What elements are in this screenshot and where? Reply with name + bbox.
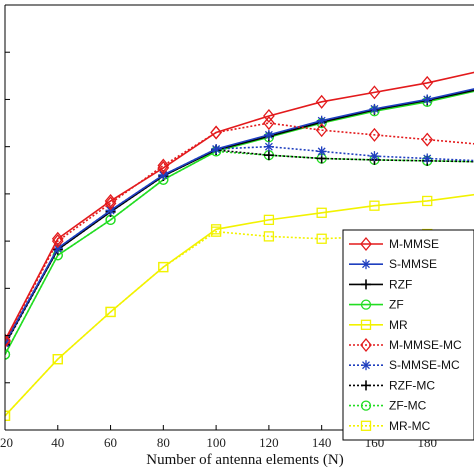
data-point — [51, 231, 64, 246]
data-point — [5, 334, 11, 349]
data-point — [316, 233, 327, 244]
data-point — [5, 349, 11, 360]
data-point — [360, 400, 372, 411]
legend-label: ZF-MC — [389, 399, 427, 413]
data-point — [211, 144, 222, 155]
legend-item: MR-MC — [349, 419, 431, 433]
data-point — [263, 108, 275, 123]
x-tick-label: 120 — [259, 435, 279, 450]
data-point — [104, 196, 117, 211]
data-point — [105, 205, 116, 216]
legend-item: RZF-MC — [349, 378, 435, 392]
legend-label: RZF — [389, 277, 412, 291]
data-point — [421, 75, 434, 90]
data-point — [104, 193, 117, 208]
x-axis-title: Number of antenna elements (N) — [146, 452, 343, 468]
data-point — [369, 103, 380, 114]
series-line — [5, 230, 474, 417]
data-point — [316, 115, 327, 126]
legend-label: M-MMSE — [389, 237, 439, 251]
x-tick-label: 40 — [51, 435, 64, 450]
data-point — [368, 85, 381, 100]
data-point — [315, 123, 328, 138]
data-point — [361, 259, 371, 270]
data-point — [361, 360, 371, 371]
legend-item: M-MMSE — [349, 236, 439, 252]
data-point — [369, 151, 380, 162]
x-tick-label: 140 — [312, 435, 332, 450]
data-point — [158, 170, 169, 180]
data-point — [52, 354, 63, 365]
series-line — [5, 145, 474, 344]
legend-item: ZF-MC — [349, 399, 427, 413]
data-point — [5, 410, 11, 421]
data-point — [368, 127, 381, 142]
x-tick-label: 60 — [104, 435, 117, 450]
data-point — [360, 236, 372, 252]
data-point — [361, 279, 371, 290]
data-point — [369, 200, 380, 211]
data-point — [263, 129, 274, 140]
series-m-mmse-mc — [5, 116, 474, 349]
data-point — [316, 207, 327, 218]
series-m-mmse — [5, 71, 474, 348]
data-point — [360, 337, 372, 353]
series-line — [5, 122, 474, 342]
legend-label: MR — [389, 318, 408, 332]
legend-label: RZF-MC — [389, 378, 435, 392]
legend-label: M-MMSE-MC — [389, 338, 462, 352]
legend-item: RZF — [349, 277, 412, 291]
x-tick-label: 20 — [0, 435, 13, 450]
data-point — [263, 214, 275, 226]
data-point — [158, 261, 169, 273]
data-point — [263, 141, 274, 152]
x-tick-label: 80 — [157, 435, 170, 450]
data-point — [422, 195, 433, 207]
series-line — [5, 150, 474, 355]
legend-label: S-MMSE-MC — [389, 358, 460, 372]
data-point — [360, 299, 372, 310]
data-point — [210, 226, 222, 237]
data-point — [361, 380, 371, 391]
data-point — [315, 94, 328, 109]
series-s-mmse-mc — [5, 141, 474, 349]
data-point — [105, 306, 116, 318]
data-point — [316, 146, 327, 157]
legend-label: ZF — [389, 298, 404, 312]
legend-item: MR — [349, 318, 408, 332]
data-point — [263, 116, 275, 131]
legend-item: M-MMSE-MC — [349, 337, 462, 353]
legend-item: S-MMSE-MC — [349, 358, 460, 372]
x-tick-label: 100 — [206, 435, 226, 450]
data-point — [263, 231, 275, 242]
series-line — [5, 71, 474, 341]
data-point — [157, 160, 170, 175]
series-line — [5, 149, 474, 346]
data-point — [157, 158, 170, 173]
legend-item: ZF — [349, 298, 404, 312]
legend-label: MR-MC — [389, 419, 431, 433]
data-point — [422, 153, 433, 164]
data-point — [421, 132, 434, 147]
data-point — [360, 319, 372, 330]
data-point — [263, 150, 274, 161]
data-point — [360, 420, 372, 431]
data-point — [5, 340, 10, 350]
legend-label: S-MMSE — [389, 257, 437, 271]
legend-item: S-MMSE — [349, 257, 437, 271]
data-point — [422, 94, 433, 105]
data-point — [51, 234, 64, 249]
data-point — [210, 125, 222, 140]
legend: M-MMSE S-MMSE RZF ZF MR M-MMSE-MC S-MMSE-MC RZF… — [342, 229, 474, 441]
